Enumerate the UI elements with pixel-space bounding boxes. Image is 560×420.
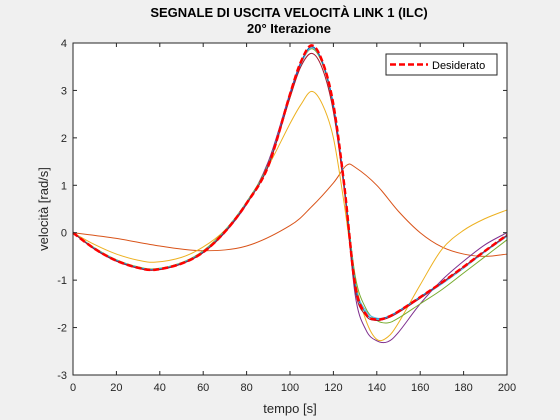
y-tick-label: 2 (61, 133, 67, 145)
series-line-1 (72, 163, 508, 257)
y-tick-label: 4 (61, 38, 67, 50)
x-tick-label: 200 (498, 382, 516, 394)
x-tick-label: 0 (70, 382, 76, 394)
legend-box (385, 53, 498, 76)
y-tick-label: -2 (57, 323, 67, 335)
legend: Desiderato (385, 53, 498, 76)
y-tick-label: 1 (61, 180, 67, 192)
x-tick-label: 40 (154, 382, 166, 394)
x-tick-label: 80 (240, 382, 252, 394)
y-tick-label: 0 (61, 228, 67, 240)
series-line-2 (72, 90, 508, 342)
chart-title: SEGNALE DI USCITA VELOCITÀ LINK 1 (ILC) (150, 5, 427, 20)
y-tick-label: -3 (57, 370, 67, 382)
series-line-desiderato (72, 44, 508, 321)
y-tick-label: -1 (57, 275, 67, 287)
plot-border (72, 42, 508, 376)
y-tick-label: 3 (61, 85, 67, 97)
x-tick-label: 140 (368, 382, 386, 394)
chart-subtitle: 20° Iterazione (247, 21, 331, 36)
legend-label-desiderato: Desiderato (432, 60, 485, 72)
axis-ticks: 0 20 40 60 80 100 120 140 160 180 200 -3 -2 -1 0 1 2 3 4 (57, 38, 516, 394)
x-tick-label: 100 (281, 382, 299, 394)
y-axis-label: velocità [rad/s] (36, 167, 51, 251)
x-tick-label: 180 (454, 382, 472, 394)
x-tick-label: 60 (197, 382, 209, 394)
series-line-4 (72, 48, 508, 324)
x-tick-label: 120 (324, 382, 342, 394)
series-layer (72, 44, 508, 344)
x-tick-label: 20 (110, 382, 122, 394)
x-axis-label: tempo [s] (263, 401, 316, 416)
x-tick-label: 160 (411, 382, 429, 394)
